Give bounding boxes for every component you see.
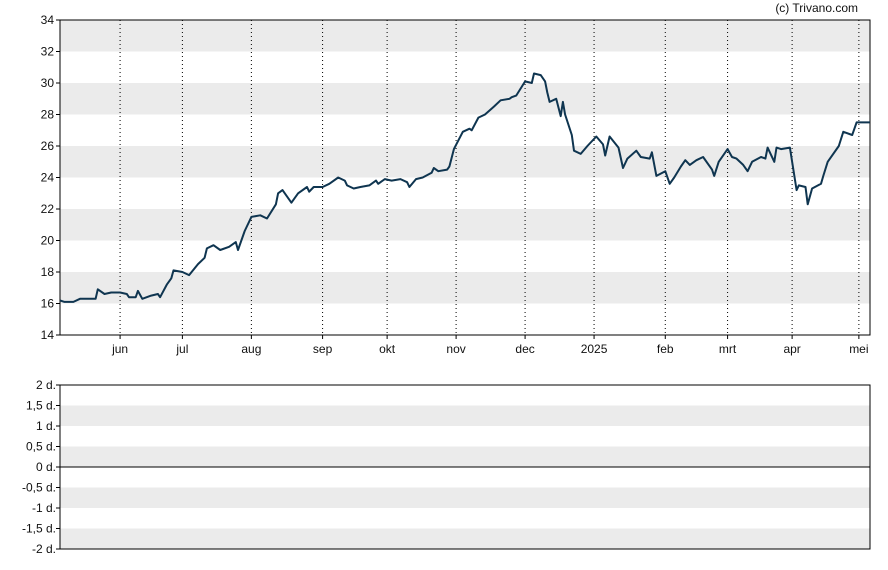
price-y-tick-label: 24 [41, 171, 55, 185]
price-band [60, 83, 870, 115]
price-x-tick-label: apr [783, 342, 800, 356]
dividend-y-tick-label: 0,5 d. [26, 440, 56, 454]
copyright-label: (c) Trivano.com [775, 1, 858, 15]
price-y-tick-label: 26 [41, 139, 55, 153]
price-y-tick-label: 30 [41, 76, 55, 90]
price-y-tick-label: 16 [41, 297, 55, 311]
dividend-band [60, 446, 870, 467]
dividend-y-tick-label: 2 d. [36, 378, 56, 392]
dividend-band [60, 528, 870, 549]
price-x-tick-label: dec [515, 342, 534, 356]
price-x-tick-label: sep [313, 342, 333, 356]
dividend-band [60, 405, 870, 426]
price-x-tick-label: 2025 [581, 342, 608, 356]
price-y-tick-label: 18 [41, 265, 55, 279]
dividend-plot-frame [59, 384, 871, 550]
price-plot-frame [59, 19, 871, 336]
price-series-line [59, 72, 870, 303]
dividend-y-tick-label: -1,5 d. [22, 522, 56, 536]
price-band [60, 272, 870, 304]
price-x-tick-label: jun [111, 342, 128, 356]
price-band [60, 146, 870, 178]
dividend-y-tick-label: 0 d. [36, 460, 56, 474]
dividend-band [60, 487, 870, 508]
dividend-y-tick-label: 1 d. [36, 419, 56, 433]
price-x-tick-label: mrt [719, 342, 737, 356]
price-x-tick-label: feb [657, 342, 674, 356]
dividend-y-tick-label: -1 d. [32, 501, 56, 515]
price-y-tick-label: 22 [41, 202, 55, 216]
price-y-tick-label: 28 [41, 108, 55, 122]
price-y-tick-label: 14 [41, 328, 55, 342]
price-x-tick-label: aug [241, 342, 261, 356]
price-y-tick-label: 32 [41, 45, 55, 59]
dividend-y-tick-label: -2 d. [32, 542, 56, 556]
price-x-tick-label: jul [175, 342, 188, 356]
price-band [60, 20, 870, 52]
dividend-y-tick-label: -0,5 d. [22, 481, 56, 495]
price-x-tick-label: okt [379, 342, 396, 356]
price-x-tick-label: nov [446, 342, 465, 356]
price-y-tick-label: 34 [41, 13, 55, 27]
price-x-tick-label: mei [849, 342, 868, 356]
price-band [60, 209, 870, 241]
price-y-tick-label: 20 [41, 234, 55, 248]
dividend-y-tick-label: 1,5 d. [26, 399, 56, 413]
